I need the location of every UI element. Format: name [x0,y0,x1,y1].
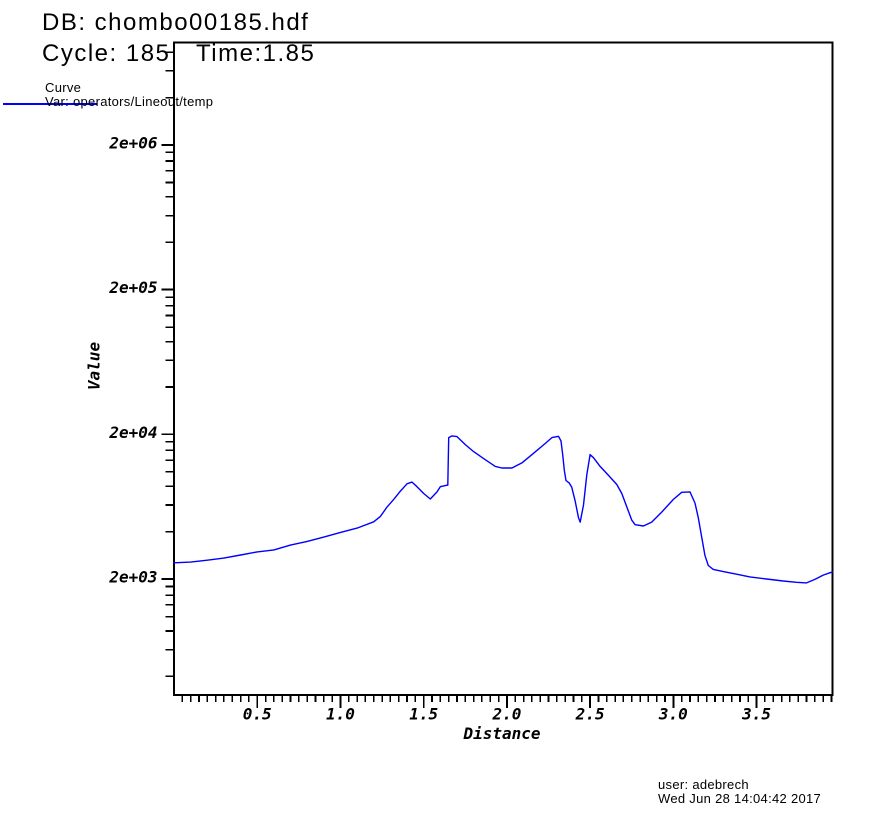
x-axis-minor-ticks [181,695,833,702]
curve-line [173,435,834,584]
svg-text:2e+05: 2e+05 [108,278,157,297]
svg-text:2.5: 2.5 [575,705,605,724]
db-title: DB: chombo00185.hdf [42,9,310,36]
legend-curve-color-line [3,103,97,105]
legend-var-label: Var: operators/Lineout/temp [45,94,214,109]
y-axis-minor-ticks [165,51,174,678]
svg-text:3.5: 3.5 [741,705,771,724]
svg-text:3.0: 3.0 [658,705,688,724]
svg-text:2e+04: 2e+04 [108,423,157,442]
svg-text:1.0: 1.0 [326,705,355,724]
cycle-label: Cycle: 185 [42,40,171,67]
x-axis-tick-labels: 0.5 1.0 1.5 2.0 2.5 3.0 3.5 [243,705,771,724]
svg-text:2e+06: 2e+06 [108,133,158,152]
plot-frame [173,41,834,696]
svg-text:2e+03: 2e+03 [108,568,157,587]
svg-text:2.0: 2.0 [491,705,521,724]
time-label: Time:1.85 [196,40,316,67]
svg-text:1.5: 1.5 [409,705,438,724]
timestamp-label: Wed Jun 28 14:04:42 2017 [658,791,822,806]
y-axis-title: Value [84,341,104,391]
y-axis-tick-labels: 2e+03 2e+04 2e+05 2e+06 [108,133,158,586]
y-axis-major-ticks [161,144,174,580]
svg-text:0.5: 0.5 [243,705,272,724]
x-axis-major-ticks [256,695,758,708]
x-axis-title: Distance [463,724,541,743]
user-label: user: adebrech [658,777,749,792]
legend-plot-type: Curve [45,80,82,95]
